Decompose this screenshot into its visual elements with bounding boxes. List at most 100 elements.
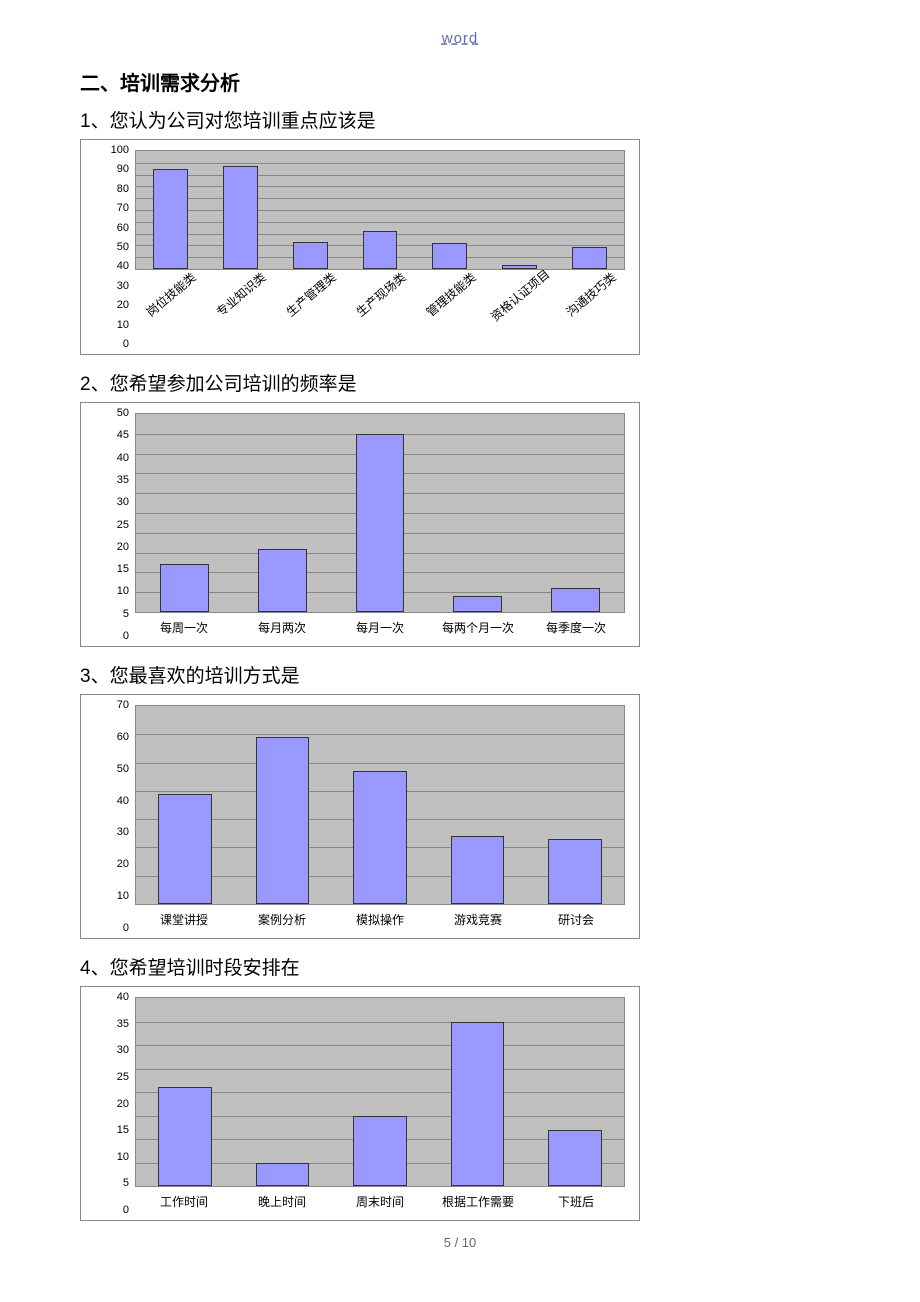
y-tick-label: 0 — [123, 922, 129, 934]
bar — [363, 231, 398, 269]
bar — [353, 1116, 407, 1187]
y-tick-label: 70 — [117, 699, 129, 711]
x-label: 每月两次 — [233, 619, 331, 636]
x-label: 生产管理类 — [282, 269, 339, 321]
chart-box: 05101520253035404550每周一次每月两次每月一次每两个月一次每季… — [80, 402, 640, 647]
gridline — [136, 163, 624, 164]
charts-container: 1、您认为公司对您培训重点应该是0102030405060708090100岗位… — [80, 106, 840, 1221]
bar — [451, 1022, 505, 1187]
x-label: 资格认证项目 — [487, 265, 553, 324]
y-tick-label: 70 — [117, 202, 129, 214]
bar — [158, 1087, 212, 1186]
question-text: 1、您认为公司对您培训重点应该是 — [80, 106, 840, 133]
x-label: 每月一次 — [331, 619, 429, 636]
bar — [548, 1130, 602, 1186]
bar — [572, 247, 607, 269]
bar — [258, 549, 307, 612]
x-label: 课堂讲授 — [135, 911, 233, 928]
gridline — [136, 198, 624, 199]
y-tick-label: 30 — [117, 826, 129, 838]
x-label: 游戏竞赛 — [429, 911, 527, 928]
y-tick-label: 25 — [117, 519, 129, 531]
y-tick-label: 10 — [117, 890, 129, 902]
bar — [158, 794, 212, 904]
x-label: 专业知识类 — [212, 269, 269, 321]
y-tick-label: 0 — [123, 630, 129, 642]
y-tick-label: 50 — [117, 763, 129, 775]
y-tick-label: 20 — [117, 1098, 129, 1110]
y-tick-label: 30 — [117, 1044, 129, 1056]
x-label: 每两个月一次 — [429, 619, 527, 636]
gridline — [136, 734, 624, 735]
y-tick-label: 45 — [117, 429, 129, 441]
bar — [353, 771, 407, 904]
y-tick-label: 0 — [123, 1204, 129, 1216]
question-text: 2、您希望参加公司培训的频率是 — [80, 369, 840, 396]
x-label: 工作时间 — [135, 1193, 233, 1210]
y-tick-label: 20 — [117, 299, 129, 311]
y-tick-label: 40 — [117, 452, 129, 464]
y-tick-label: 30 — [117, 496, 129, 508]
bar — [451, 836, 505, 904]
gridline — [136, 175, 624, 176]
x-label: 研讨会 — [527, 911, 625, 928]
x-label: 案例分析 — [233, 911, 331, 928]
bar — [256, 1163, 310, 1187]
plot-area — [135, 413, 625, 613]
y-tick-label: 40 — [117, 991, 129, 1003]
chart-box: 0102030405060708090100岗位技能类专业知识类生产管理类生产现… — [80, 139, 640, 355]
y-tick-label: 20 — [117, 858, 129, 870]
bar — [356, 434, 405, 612]
y-tick-label: 100 — [111, 144, 129, 156]
header-word: word — [80, 30, 840, 47]
y-tick-label: 10 — [117, 585, 129, 597]
gridline — [136, 1069, 624, 1070]
x-label: 根据工作需要 — [429, 1193, 527, 1210]
y-tick-label: 30 — [117, 280, 129, 292]
bar — [256, 737, 310, 904]
x-label: 生产现场类 — [352, 269, 409, 321]
plot-area — [135, 705, 625, 905]
y-tick-label: 10 — [117, 319, 129, 331]
x-label: 管理技能类 — [422, 269, 479, 321]
gridline — [136, 1045, 624, 1046]
gridline — [136, 1022, 624, 1023]
y-tick-label: 90 — [117, 163, 129, 175]
y-tick-label: 5 — [123, 608, 129, 620]
y-tick-label: 15 — [117, 563, 129, 575]
bar — [548, 839, 602, 904]
gridline — [136, 222, 624, 223]
gridline — [136, 763, 624, 764]
y-tick-label: 0 — [123, 338, 129, 350]
x-label: 晚上时间 — [233, 1193, 331, 1210]
bar — [432, 243, 467, 269]
y-tick-label: 40 — [117, 795, 129, 807]
y-tick-label: 40 — [117, 260, 129, 272]
x-label: 周末时间 — [331, 1193, 429, 1210]
x-label: 每周一次 — [135, 619, 233, 636]
gridline — [136, 210, 624, 211]
bar — [160, 564, 209, 612]
bar — [223, 166, 258, 269]
y-tick-label: 15 — [117, 1124, 129, 1136]
y-tick-label: 60 — [117, 731, 129, 743]
plot-area — [135, 150, 625, 270]
y-tick-label: 20 — [117, 541, 129, 553]
question-text: 4、您希望培训时段安排在 — [80, 953, 840, 980]
bar — [293, 242, 328, 269]
gridline — [136, 186, 624, 187]
plot-area — [135, 997, 625, 1187]
y-tick-label: 35 — [117, 474, 129, 486]
y-tick-label: 80 — [117, 183, 129, 195]
y-tick-label: 5 — [123, 1177, 129, 1189]
y-tick-label: 10 — [117, 1151, 129, 1163]
chart-box: 0 10 20 30 40 50 60 70 课堂讲授案例分析模拟操作游戏竞赛研讨会 — [80, 694, 640, 939]
x-label: 岗位技能类 — [142, 269, 199, 321]
bar — [502, 265, 537, 269]
x-label: 模拟操作 — [331, 911, 429, 928]
chart-box: 0510152025303540工作时间晚上时间周末时间根据工作需要下班后 — [80, 986, 640, 1221]
question-text: 3、您最喜欢的培训方式是 — [80, 661, 840, 688]
y-tick-label: 35 — [117, 1018, 129, 1030]
section-title: 二、培训需求分析 — [80, 67, 840, 96]
bar — [153, 169, 188, 269]
